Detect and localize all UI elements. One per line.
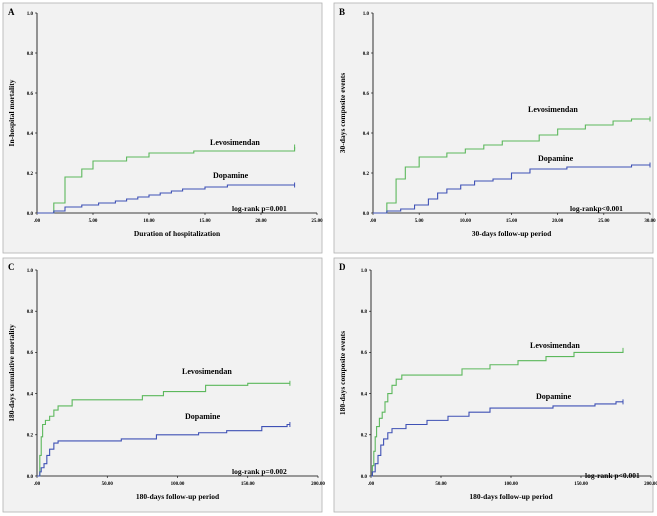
- series-label-levosimendan: Levosimendan: [210, 138, 260, 147]
- y-tick-label: 0.6: [27, 92, 34, 97]
- y-tick-label: 0.2: [27, 434, 34, 439]
- series-line-dopamine: [37, 184, 295, 214]
- y-tick-label: 0.6: [361, 351, 368, 356]
- panel-a: A 0.0 0.2 0.4 0.6 0.8 1.0 .00 5.00 10.00 15.00 20.0…: [2, 2, 323, 254]
- log-rank-annotation: log-rank p=0.001: [232, 204, 287, 213]
- panel-letter: D: [339, 262, 346, 272]
- panel-letter: A: [8, 7, 15, 17]
- panel-b: B 0.0 0.2 0.4 0.6 0.8 1.0 .00 5.00 10.00 15.00 20.0…: [333, 2, 656, 254]
- series-label-dopamine: Dopamine: [185, 412, 221, 421]
- x-tick-label: 150.00: [574, 482, 588, 487]
- x-tick-label: 100.00: [504, 482, 518, 487]
- y-axis-title: 180-days cumulative mortality: [7, 324, 16, 422]
- x-axis-title: 180-days follow-up period: [136, 492, 220, 501]
- x-tick-label: 10.00: [460, 219, 472, 224]
- y-axis-title: 30-days composite events: [338, 73, 347, 153]
- log-rank-annotation: log-rankp<0.001: [570, 204, 623, 213]
- x-tick-label: 5.00: [415, 219, 424, 224]
- x-tick-label: .00: [34, 219, 41, 224]
- x-tick-label: 10.00: [143, 219, 155, 224]
- panel-frame: [2, 257, 323, 513]
- x-axis-title: Duration of hospitalization: [134, 229, 221, 238]
- x-tick-label: 150.00: [241, 482, 255, 487]
- series-line-levosimendan: [373, 118, 650, 214]
- y-axis-title: In-hospital mortality: [7, 79, 16, 146]
- series-line-dopamine: [37, 423, 290, 477]
- y-tick-label: 0.2: [361, 434, 368, 439]
- x-tick-label: 200.00: [644, 482, 657, 487]
- y-tick-label: 0.0: [361, 475, 368, 480]
- panel-frame: [333, 257, 654, 513]
- x-tick-label: 25.00: [598, 219, 610, 224]
- series-label-dopamine: Dopamine: [538, 154, 574, 163]
- y-tick-label: 0.6: [27, 351, 34, 356]
- panel-c: C 0.0 0.2 0.4 0.6 0.8 1.0 .00 50.00 100.00 150.00 2…: [2, 257, 325, 513]
- y-tick-label: 0.0: [363, 212, 370, 217]
- x-tick-label: 200.00: [311, 482, 325, 487]
- log-rank-annotation: log-rank p=0.002: [232, 467, 287, 476]
- y-tick-label: 1.0: [27, 269, 34, 274]
- y-tick-label: 1.0: [361, 269, 368, 274]
- x-axis-title: 30-days follow-up period: [472, 229, 552, 238]
- x-tick-label: 15.00: [199, 219, 211, 224]
- x-tick-label: 5.00: [89, 219, 98, 224]
- y-tick-label: 1.0: [363, 12, 370, 17]
- series-line-levosimendan: [371, 350, 624, 477]
- y-tick-label: 0.8: [363, 52, 370, 57]
- y-tick-label: 0.8: [27, 52, 34, 57]
- series-label-levosimendan: Levosimendan: [528, 105, 578, 114]
- y-tick-label: 1.0: [27, 12, 34, 17]
- series-line-dopamine: [371, 401, 623, 477]
- x-tick-label: 30.00: [644, 219, 656, 224]
- series-line-dopamine: [373, 164, 650, 214]
- y-tick-label: 0.8: [361, 310, 368, 315]
- y-tick-label: 0.2: [27, 172, 34, 177]
- x-tick-label: 100.00: [171, 482, 185, 487]
- y-tick-label: 0.2: [363, 172, 370, 177]
- y-tick-label: 0.4: [27, 132, 34, 137]
- x-axis-title: 180-days follow-up period: [469, 492, 553, 501]
- y-tick-label: 0.0: [27, 212, 34, 217]
- panel-letter: B: [339, 7, 345, 17]
- y-tick-label: 0.6: [363, 92, 370, 97]
- series-label-dopamine: Dopamine: [536, 392, 572, 401]
- x-tick-label: 15.00: [506, 219, 518, 224]
- series-line-levosimendan: [37, 382, 290, 477]
- series-line-levosimendan: [37, 147, 296, 214]
- y-tick-label: 0.4: [363, 132, 370, 137]
- x-tick-label: 50.00: [435, 482, 447, 487]
- x-tick-label: 50.00: [102, 482, 114, 487]
- series-label-levosimendan: Levosimendan: [530, 341, 580, 350]
- y-tick-label: 0.4: [361, 392, 368, 397]
- x-tick-label: .00: [34, 482, 41, 487]
- panel-frame: [2, 2, 323, 254]
- x-tick-label: 20.00: [255, 219, 267, 224]
- y-tick-label: 0.4: [27, 392, 34, 397]
- panel-letter: C: [8, 262, 15, 272]
- y-tick-label: 0.8: [27, 310, 34, 315]
- x-tick-label: .00: [370, 219, 377, 224]
- panel-d: D 0.0 0.2 0.4 0.6 0.8 1.0 .00 50.00 100.00 150.00 2…: [333, 257, 657, 513]
- log-rank-annotation: log-rank p<0.001: [585, 471, 640, 480]
- x-tick-label: 25.00: [311, 219, 323, 224]
- series-label-levosimendan: Levosimendan: [182, 367, 232, 376]
- panel-frame: [333, 2, 654, 254]
- x-tick-label: 20.00: [552, 219, 564, 224]
- y-axis-title: 180-days composite events: [338, 331, 347, 415]
- y-tick-label: 0.0: [27, 475, 34, 480]
- series-label-dopamine: Dopamine: [213, 171, 249, 180]
- x-tick-label: .00: [368, 482, 375, 487]
